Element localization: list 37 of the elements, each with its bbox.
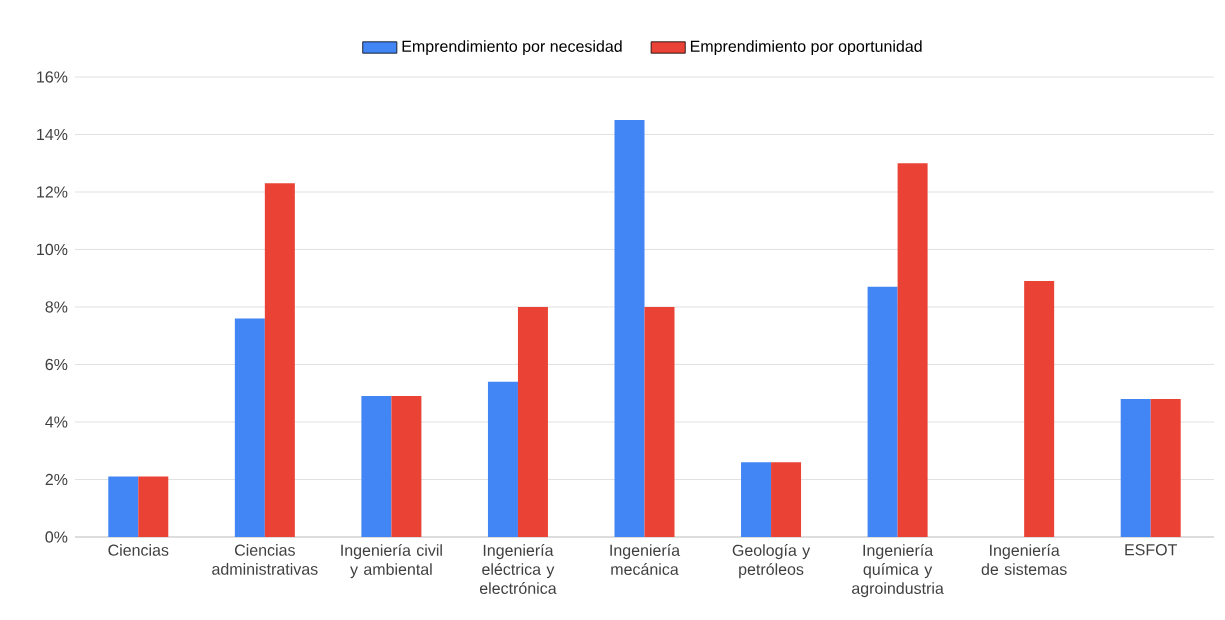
bar — [234, 318, 265, 537]
y-tick-label: 2% — [45, 473, 68, 486]
legend-label: Emprendimiento por necesidad — [402, 40, 622, 56]
bar — [644, 306, 675, 537]
x-tick-label: ESFOT — [1125, 544, 1178, 556]
bar — [517, 306, 548, 537]
y-tick-label: 0% — [45, 531, 68, 543]
bar — [897, 163, 928, 537]
bar — [391, 396, 422, 537]
x-tick-label: Ingeniería química y agroindustria — [852, 544, 944, 598]
x-tick-label: Ingeniería de sistemas — [981, 544, 1067, 575]
bar — [867, 286, 898, 537]
x-tick-label: Ingeniería civil y ambiental — [341, 544, 442, 579]
y-tick-label: 14% — [37, 128, 68, 141]
bar — [614, 120, 645, 537]
bar — [741, 462, 772, 537]
x-tick-label: Ingeniería mecánica — [610, 544, 681, 575]
legend-label: Emprendimiento por oportunidad — [690, 40, 922, 56]
bar — [264, 183, 295, 537]
bar — [1024, 281, 1055, 537]
bar — [771, 462, 802, 537]
bar — [1120, 398, 1151, 537]
x-tick-label: Ciencias — [108, 544, 169, 556]
x-tick-label: Ciencias administrativas — [212, 544, 318, 575]
bar — [1150, 398, 1181, 537]
y-tick-label: 6% — [45, 358, 68, 371]
y-tick-label: 4% — [45, 416, 68, 428]
y-tick-label: 10% — [37, 243, 68, 256]
y-tick-label: 8% — [45, 301, 68, 313]
bar — [361, 396, 392, 537]
bar — [138, 476, 169, 537]
bar — [108, 476, 139, 537]
y-tick-label: 12% — [37, 186, 68, 198]
x-tick-label: Geología y petróleos — [732, 544, 811, 579]
y-tick-label: 16% — [37, 71, 68, 83]
x-tick-label: Ingeniería eléctrica y electrónica — [479, 544, 557, 594]
bar — [487, 381, 518, 537]
